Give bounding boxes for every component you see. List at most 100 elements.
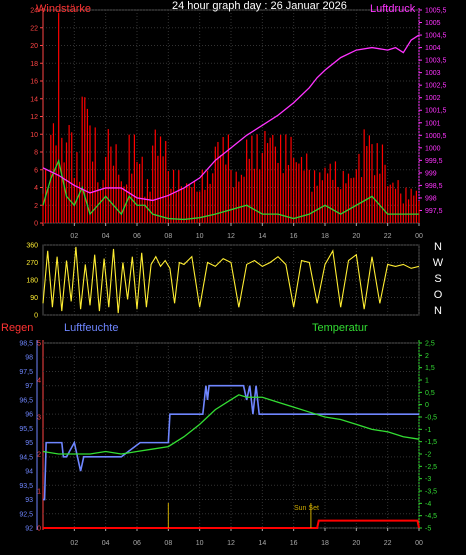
compass-label: N	[434, 241, 442, 253]
tick-label: -2,5	[425, 464, 437, 471]
tick-label: 1004	[425, 45, 441, 52]
tick-label: 96,5	[19, 397, 33, 404]
tick-label: 998	[425, 195, 437, 202]
tick-label: -5	[425, 526, 431, 533]
tick-label: 98	[25, 355, 33, 362]
tick-label: 18	[30, 61, 38, 68]
tick-label: -4,5	[425, 513, 437, 520]
tick-label: 2	[425, 353, 429, 360]
tick-label: 90	[30, 295, 38, 302]
tick-label: 06	[133, 233, 141, 240]
tick-label: 14	[30, 96, 38, 103]
tick-label: 93	[25, 497, 33, 504]
temperatur-title: Temperatur	[312, 322, 368, 334]
tick-label: 12	[227, 540, 235, 547]
mean-wind-line	[42, 158, 419, 221]
tick-label: 0,5	[425, 390, 435, 397]
tick-label: 14	[258, 540, 266, 547]
tick-label: 1000	[425, 145, 441, 152]
tick-label: 22	[384, 233, 392, 240]
tick-label: 1002,5	[425, 83, 447, 90]
tick-label: 08	[164, 233, 172, 240]
tick-label: -0,5	[425, 415, 437, 422]
direction-line	[42, 246, 420, 314]
tick-label: 16	[290, 233, 298, 240]
tick-label: 1005,5	[425, 8, 447, 15]
tick-label: 1003,5	[425, 58, 447, 65]
tick-label: 2	[37, 452, 41, 459]
humidity-line	[43, 384, 419, 501]
tick-label: 1	[425, 378, 429, 385]
tick-label: 6	[34, 167, 38, 174]
tick-label: 997,5	[425, 208, 443, 215]
tick-label: 16	[30, 79, 38, 86]
tick-label: 96	[25, 412, 33, 419]
tick-label: 12	[30, 114, 38, 121]
tick-label: 360	[26, 243, 38, 250]
panel-direction-series	[42, 246, 420, 314]
panel-rain-ticks: 0 1 2 3 4 5	[37, 341, 41, 533]
tick-label: 1,5	[425, 365, 435, 372]
panel-rain-x-ticks: 02 04 06 08 10 12 14 16 18 20 22 00	[70, 528, 423, 547]
tick-label: 93,5	[19, 483, 33, 490]
tick-label: 92,5	[19, 511, 33, 518]
tick-label: 0	[37, 526, 41, 533]
panel-wind-right-ticks: 997,5 998 998,5 999 999,5 1000 1000,5 1001 1001,…	[419, 8, 447, 215]
tick-label: 1005	[425, 20, 441, 27]
tick-label: 1003	[425, 70, 441, 77]
tick-label: 1001,5	[425, 108, 447, 115]
luftdruck-title: Luftdruck	[370, 3, 416, 15]
tick-label: 97,5	[19, 369, 33, 376]
tick-label: 4	[34, 185, 38, 192]
tick-label: 0	[425, 402, 429, 409]
tick-label: 0	[34, 221, 38, 228]
tick-label: 1000,5	[425, 133, 447, 140]
tick-label: 10	[196, 233, 204, 240]
tick-label: -1	[425, 427, 431, 434]
tick-label: 22	[384, 540, 392, 547]
tick-label: 20	[352, 233, 360, 240]
tick-label: 16	[290, 540, 298, 547]
panel-direction-ticks: 0 90 180 270 360	[26, 243, 38, 320]
compass-label: O	[434, 289, 443, 301]
panel-wind-x-ticks: 02 04 06 08 10 12 14 16 18 20 22 00	[70, 223, 423, 240]
tick-label: 14	[258, 233, 266, 240]
tick-label: 24	[30, 8, 38, 15]
tick-label: 999	[425, 170, 437, 177]
compass-label: N	[434, 305, 442, 317]
tick-label: 3	[37, 415, 41, 422]
tick-label: 270	[26, 260, 38, 267]
tick-label: 98,5	[19, 341, 33, 348]
sunset-label: Sun Set	[294, 505, 319, 512]
tick-label: 1002	[425, 95, 441, 102]
tick-label: 0	[34, 313, 38, 320]
tick-label: -3	[425, 476, 431, 483]
tick-label: 999,5	[425, 158, 443, 165]
tick-label: 22	[30, 25, 38, 32]
panel-rain-series	[42, 384, 420, 529]
tick-label: 10	[196, 540, 204, 547]
tick-label: 08	[164, 540, 172, 547]
panel-wind-series	[42, 12, 420, 223]
temperature-line	[42, 394, 420, 455]
tick-label: 1004,5	[425, 33, 447, 40]
compass-label: W	[433, 257, 444, 269]
panel-humidity-ticks: 92 92,5 93 93,5 94 94,5 95 95,5 96 96,5 97 97,5 98 98…	[19, 341, 33, 533]
tick-label: 00	[415, 540, 423, 547]
tick-label: 5	[37, 341, 41, 348]
tick-label: 1001	[425, 120, 441, 127]
pressure-line	[42, 34, 420, 202]
tick-label: -1,5	[425, 439, 437, 446]
tick-label: 20	[352, 540, 360, 547]
rain-line	[43, 519, 420, 529]
windstaerke-title: Windstärke	[36, 3, 91, 15]
compass-label: S	[434, 273, 441, 285]
tick-label: 20	[30, 43, 38, 50]
tick-label: 06	[133, 540, 141, 547]
tick-label: 12	[227, 233, 235, 240]
tick-label: 18	[321, 540, 329, 547]
tick-label: 2,5	[425, 341, 435, 348]
